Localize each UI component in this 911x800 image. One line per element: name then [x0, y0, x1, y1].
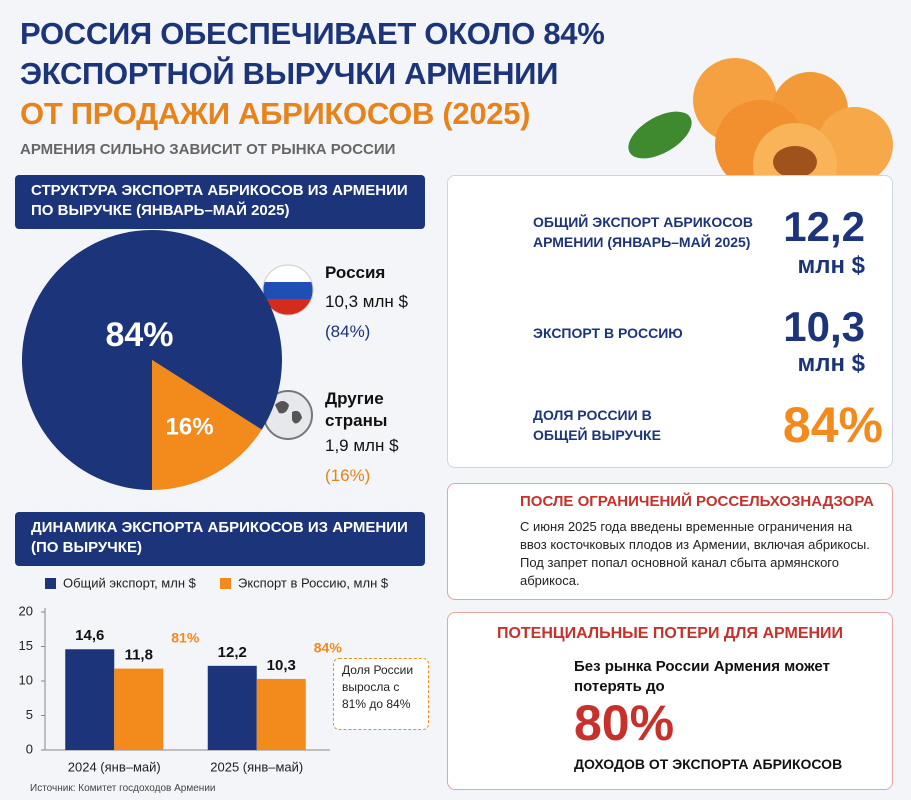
- apricot-pit: [773, 146, 817, 178]
- bar: [207, 665, 257, 750]
- stat-label: ЭКСПОРТ В РОССИЮ: [533, 325, 683, 341]
- y-tick-label: 15: [19, 638, 33, 653]
- pie-slice: [152, 360, 262, 490]
- legend-name: Россия: [325, 263, 386, 282]
- legend-share: (84%): [325, 322, 371, 341]
- y-tick-label: 10: [19, 672, 33, 687]
- stat-unit: млн $: [797, 252, 865, 279]
- globe-land: [275, 401, 302, 424]
- value-label: 10,3: [267, 657, 296, 674]
- value-label: 12,2: [218, 644, 247, 661]
- x-tick-label: 2024 (янв–май): [68, 759, 161, 774]
- legend-swatch: [45, 578, 56, 589]
- legend-share: (16%): [325, 466, 371, 485]
- legend-label: Общий экспорт, млн $: [63, 575, 197, 590]
- losses-caption: ДОХОДОВ ОТ ЭКСПОРТА АБРИКОСОВ: [574, 756, 843, 772]
- stat-label: ОБЩИЙ ЭКСПОРТ АБРИКОСОВ АРМЕНИИ (ЯНВАРЬ–…: [533, 214, 753, 250]
- warning-text: С июня 2025 года введены временные огран…: [520, 519, 870, 588]
- annotation: Доля России выросла с 81% до 84%: [333, 658, 429, 730]
- pie-label: 84%: [105, 316, 173, 354]
- bar: [65, 649, 115, 750]
- losses-lead: Без рынка России Армения может потерять …: [574, 658, 830, 695]
- stats-card: [447, 175, 893, 468]
- flag-rim: [262, 264, 314, 316]
- subtitle: АРМЕНИЯ СИЛЬНО ЗАВИСИТ ОТ РЫНКА РОССИИ: [20, 141, 396, 158]
- share-label: 84%: [314, 640, 343, 656]
- title-line: РОССИЯ ОБЕСПЕЧИВАЕТ ОКОЛО 84%: [20, 16, 605, 51]
- bar: [256, 678, 306, 750]
- y-tick-label: 0: [26, 741, 33, 756]
- value-label: 11,8: [125, 647, 153, 664]
- losses-card: [447, 612, 893, 790]
- y-tick-label: 5: [26, 707, 33, 722]
- title-line: ЭКСПОРТНОЙ ВЫРУЧКИ АРМЕНИИ: [20, 56, 559, 91]
- stat-value: 12,2: [783, 203, 865, 250]
- losses-title: ПОТЕНЦИАЛЬНЫЕ ПОТЕРИ ДЛЯ АРМЕНИИ: [496, 625, 844, 642]
- stat-value: 84%: [782, 397, 883, 453]
- warning-title: ПОСЛЕ ОГРАНИЧЕНИЙ РОССЕЛЬХОЗНАДЗОРА: [520, 493, 874, 510]
- legend-amount: 10,3 млн $: [325, 292, 408, 311]
- legend-swatch: [220, 578, 231, 589]
- bar-title: ДИНАМИКА ЭКСПОРТА АБРИКОСОВ ИЗ АРМЕНИИ (…: [15, 512, 425, 566]
- stat-label: ДОЛЯ РОССИИ В ОБЩЕЙ ВЫРУЧКЕ: [533, 407, 661, 443]
- leaf: [628, 111, 692, 159]
- warning-card: [447, 483, 893, 600]
- share-label: 81%: [171, 629, 200, 645]
- title-line: ОТ ПРОДАЖИ АБРИКОСОВ (2025): [20, 96, 531, 131]
- legend-name: Другие страны: [325, 389, 388, 430]
- legend-label: Экспорт в Россию, млн $: [238, 575, 389, 590]
- source: Источник: Комитет госдоходов Армении: [30, 783, 216, 794]
- legend-amount: 1,9 млн $: [325, 436, 399, 455]
- pie-label: 16%: [166, 414, 214, 441]
- bar: [114, 668, 164, 750]
- russia-flag: [263, 265, 313, 315]
- x-tick-label: 2025 (янв–май): [210, 759, 303, 774]
- losses-value: 80%: [574, 695, 675, 751]
- stat-unit: млн $: [797, 350, 865, 377]
- pie-title: СТРУКТУРА ЭКСПОРТА АБРИКОСОВ ИЗ АРМЕНИИ …: [15, 175, 425, 229]
- stat-value: 10,3: [783, 303, 865, 350]
- value-label: 14,6: [75, 627, 104, 644]
- y-tick-label: 20: [19, 603, 33, 618]
